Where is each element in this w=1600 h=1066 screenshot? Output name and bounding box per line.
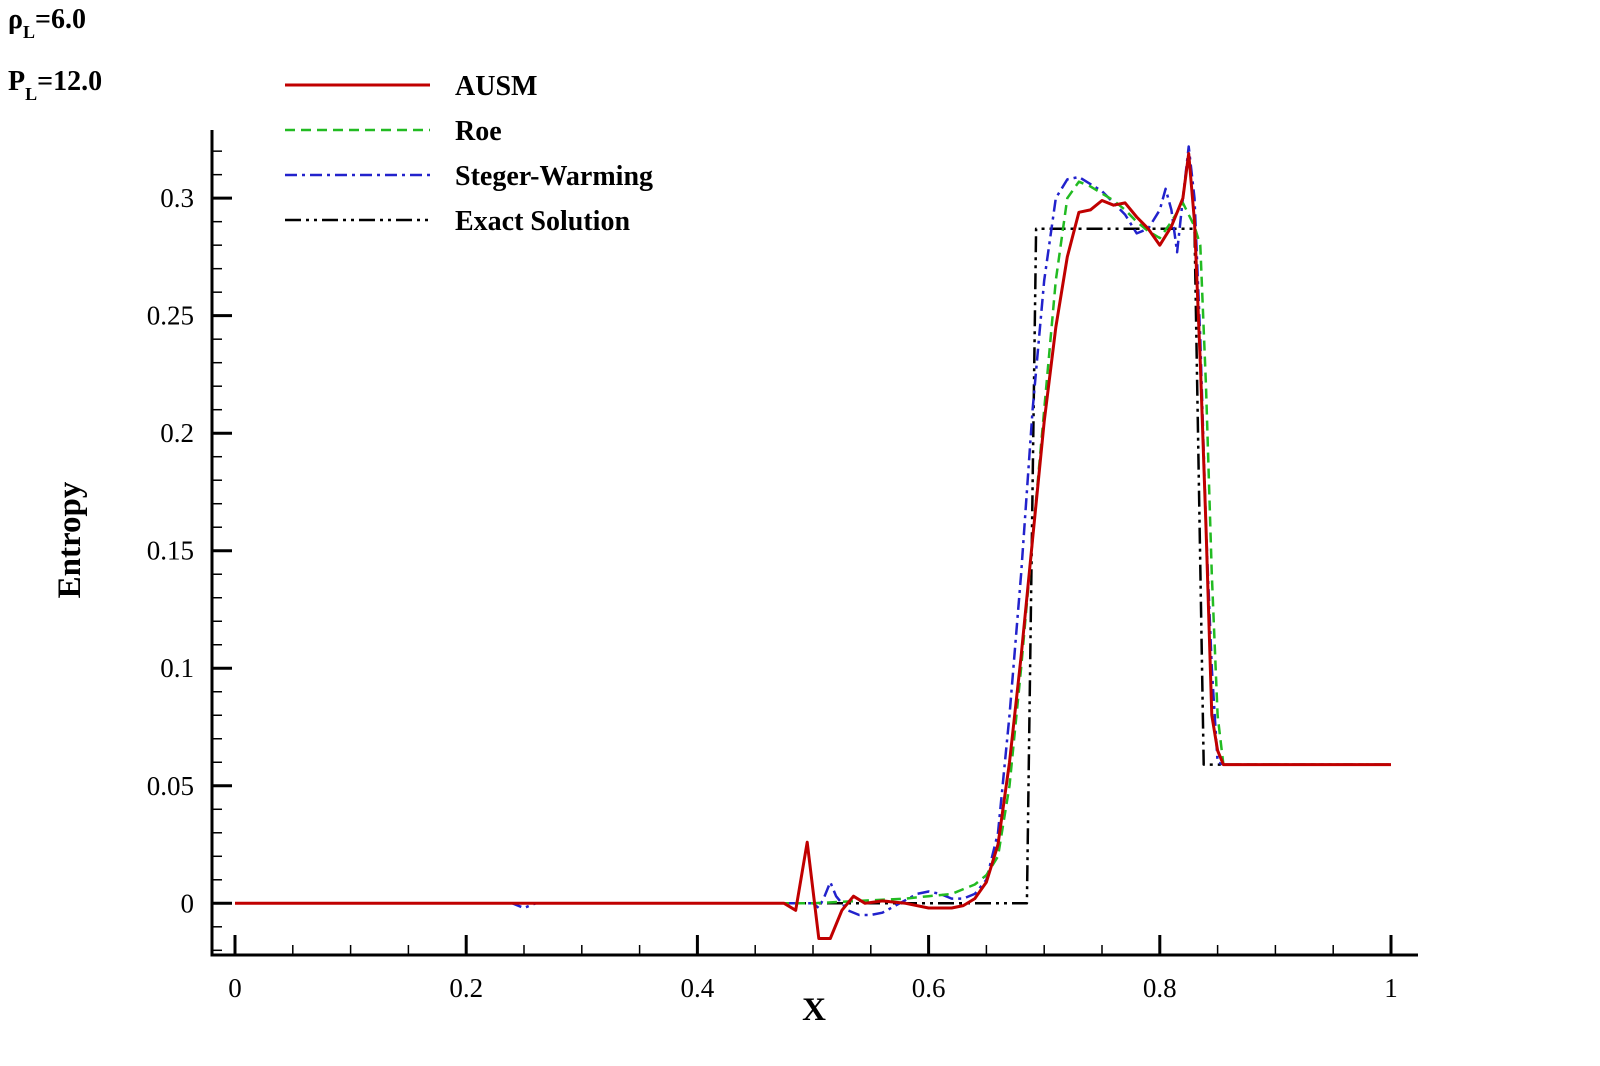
series-line-steger-warming [235, 145, 1391, 917]
y-axis-title: Entropy [52, 481, 88, 598]
plot-series [235, 145, 1391, 940]
legend-label-exact-solution: Exact Solution [455, 206, 630, 237]
legend-label-steger-warming: Steger-Warming [455, 161, 653, 192]
axes: 0 0.2 0.4 0.6 0.8 1 0 0.05 0.1 0.15 0.2 0.25 0.3 [147, 130, 1418, 1003]
legend: AUSM Roe Steger-Warming Exact Solution [285, 71, 653, 237]
legend-label-ausm: AUSM [455, 71, 537, 102]
y-tick-label: 0.1 [160, 653, 194, 683]
y-tick-label: 0.3 [160, 183, 194, 213]
x-tick-label: 0 [228, 973, 242, 1003]
x-axis-title: X [802, 992, 826, 1028]
y-tick-label: 0.2 [160, 418, 194, 448]
y-tick-label: 0.05 [147, 771, 194, 801]
x-tick-label: 1 [1384, 973, 1398, 1003]
x-tick-label: 0.6 [912, 973, 946, 1003]
series-line-exact-solution [235, 227, 1391, 905]
x-tick-label: 0.4 [681, 973, 715, 1003]
x-tick-label: 0.2 [449, 973, 483, 1003]
x-tick-label: 0.8 [1143, 973, 1177, 1003]
conditions: ρL=6.0 PL=12.0 [8, 4, 102, 104]
rho-condition: ρL=6.0 [8, 4, 86, 42]
series-line-roe [235, 180, 1391, 905]
y-tick-label: 0 [181, 888, 195, 918]
y-tick-label: 0.15 [147, 536, 194, 566]
p-condition: PL=12.0 [8, 66, 102, 104]
legend-label-roe: Roe [455, 116, 502, 147]
y-tick-label: 0.25 [147, 301, 194, 331]
series-line-ausm [235, 152, 1391, 940]
